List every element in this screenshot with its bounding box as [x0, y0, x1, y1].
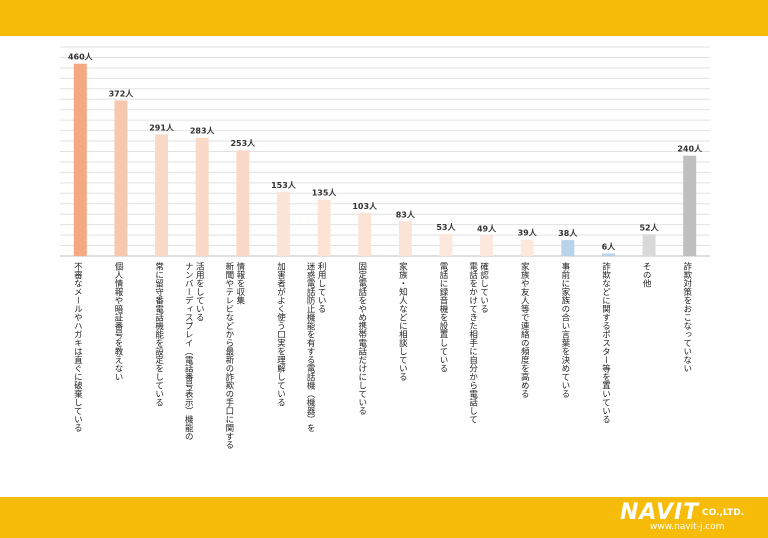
category-label: 新聞やテレビなどから最新の詐欺の手口に関する 情報を収集	[224, 261, 245, 449]
value-label: 53人	[436, 222, 456, 232]
value-label: 153人	[271, 180, 297, 190]
value-label: 240人	[677, 144, 703, 154]
category-label-line: 加害者がよく使う口実を理解している	[275, 261, 285, 406]
category-label: 迷惑電話防止機能を有する電話機（機器）を 利用している	[305, 261, 326, 432]
category-label: 不審なメールやハガキは直ぐに破棄している	[72, 262, 82, 432]
category-label-line: 電話に録音機を設置している	[438, 262, 448, 373]
category-label: その他	[641, 262, 651, 288]
value-label: 283人	[190, 126, 216, 136]
value-label: 39人	[518, 228, 538, 238]
category-label-line: 迷惑電話防止機能を有する電話機（機器）を	[305, 261, 315, 432]
bar	[114, 100, 128, 256]
logo-url: www.navit-j.com	[650, 522, 725, 532]
value-label: 291人	[149, 122, 175, 132]
category-label: 電話に録音機を設置している	[438, 262, 448, 373]
category-label: 常に留守番電話機能を設定をしている	[154, 261, 164, 406]
bar	[276, 192, 290, 256]
category-label-line: 活用をしている	[194, 261, 204, 321]
category-label: 家族や友人等で連絡の頻度を高める	[519, 261, 529, 398]
category-label: 詐欺などに関するポスター等を置いている	[600, 261, 610, 423]
value-label: 372人	[109, 89, 135, 99]
category-label: 個人情報や暗証番号を教えない	[113, 261, 123, 381]
bar	[236, 150, 250, 256]
value-label: 460人	[68, 52, 94, 62]
bar	[195, 137, 209, 256]
bar	[358, 212, 372, 256]
category-label-line: 利用している	[316, 261, 326, 313]
category-label-line: 個人情報や暗証番号を教えない	[113, 261, 123, 381]
navit-logo: NAVIT CO.,LTD. www.navit-j.com	[620, 500, 760, 534]
value-label: 253人	[230, 138, 256, 148]
category-label: 加害者がよく使う口実を理解している	[275, 261, 285, 406]
category-label-line: その他	[641, 262, 651, 288]
bar	[398, 221, 412, 256]
bar	[561, 240, 575, 256]
value-label: 38人	[558, 228, 578, 238]
bars	[73, 63, 697, 256]
category-label-line: 電話をかけてきた相手に自分から電話して	[468, 262, 478, 424]
category-label: 家族・知人などに相談している	[397, 261, 407, 381]
value-label: 135人	[312, 188, 338, 198]
category-label-line: 情報を収集	[235, 261, 245, 305]
value-label: 52人	[639, 222, 659, 232]
value-label: 83人	[396, 209, 416, 219]
category-label-line: 確認している	[479, 261, 489, 313]
category-label-line: 固定電話をやめ携帯電話だけにしている	[357, 262, 367, 415]
bar	[601, 253, 615, 256]
category-label: ナンバーディスプレイ（電話番号表示）機能の 活用をしている	[183, 261, 204, 440]
header-band	[0, 0, 768, 36]
footer-band	[0, 497, 768, 538]
bar	[683, 155, 697, 256]
bar	[480, 235, 494, 256]
category-label-line: 新聞やテレビなどから最新の詐欺の手口に関する	[224, 261, 234, 449]
bar	[642, 234, 656, 256]
category-label-line: 常に留守番電話機能を設定をしている	[154, 261, 164, 406]
value-labels: 460人 372人 291人 283人 253人 153人 135人 103人 83人 53人 49…	[68, 52, 703, 252]
category-label-line: ナンバーディスプレイ（電話番号表示）機能の	[183, 262, 193, 441]
value-label: 49人	[477, 224, 497, 234]
bar	[520, 239, 534, 256]
bar	[155, 134, 169, 256]
category-label-line: 不審なメールやハガキは直ぐに破棄している	[72, 262, 82, 432]
category-label: 固定電話をやめ携帯電話だけにしている	[357, 262, 367, 415]
value-label: 103人	[352, 201, 378, 211]
category-labels: 不審なメールやハガキは直ぐに破棄している 個人情報や暗証番号を教えない 常に留守番電…	[72, 261, 692, 449]
bar	[317, 199, 331, 256]
category-label-line: 事前に家族の合い言葉を決めている	[560, 261, 570, 398]
category-label-line: 詐欺対策をおこなっていない	[682, 261, 692, 372]
category-label: 事前に家族の合い言葉を決めている	[560, 261, 570, 398]
category-label: 電話をかけてきた相手に自分から電話して 確認している	[468, 261, 489, 423]
category-label-line: 家族や友人等で連絡の頻度を高める	[519, 261, 529, 398]
bar	[73, 63, 87, 256]
category-label-line: 詐欺などに関するポスター等を置いている	[600, 261, 610, 423]
logo-name: NAVIT	[620, 500, 700, 525]
logo-suffix: CO.,LTD.	[702, 508, 745, 518]
category-label-line: 家族・知人などに相談している	[397, 261, 407, 381]
bar	[439, 233, 453, 256]
category-label: 詐欺対策をおこなっていない	[682, 261, 692, 372]
value-label: 6人	[602, 241, 617, 251]
gridlines	[60, 46, 710, 257]
